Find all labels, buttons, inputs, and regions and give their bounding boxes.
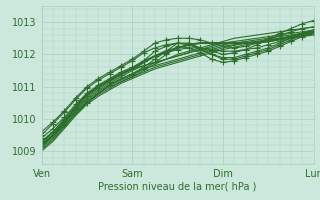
X-axis label: Pression niveau de la mer( hPa ): Pression niveau de la mer( hPa ): [99, 182, 257, 192]
